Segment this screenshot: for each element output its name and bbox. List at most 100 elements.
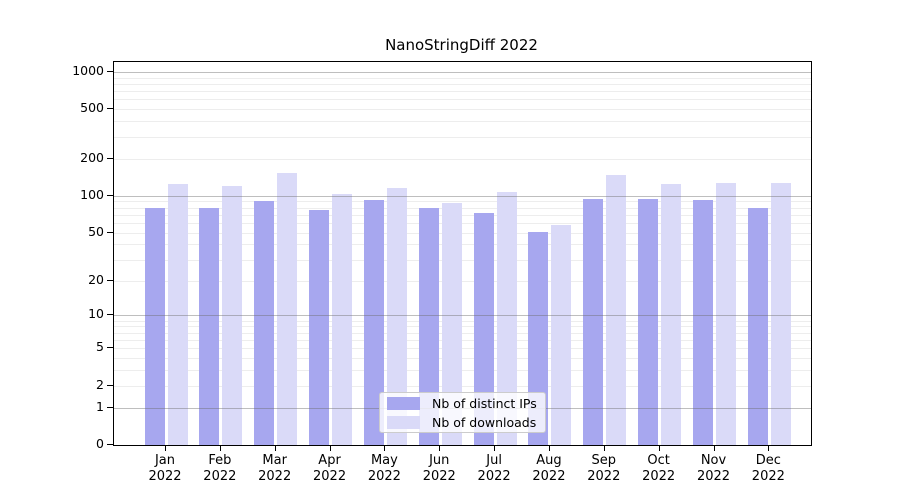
bar-downloads-dec bbox=[770, 182, 791, 445]
x-tick-label: Nov 2022 bbox=[684, 453, 744, 485]
x-tick-month: Sep bbox=[591, 453, 617, 468]
gridline-major bbox=[114, 195, 811, 197]
x-tick-mark bbox=[439, 446, 441, 451]
bar-distinct-ips-oct bbox=[638, 199, 659, 445]
legend-swatch-downloads bbox=[387, 415, 420, 429]
x-tick-label: Jan 2022 bbox=[135, 453, 195, 485]
x-tick-mark bbox=[658, 446, 660, 451]
y-tick-label: 100 bbox=[80, 186, 104, 202]
x-tick-year: 2022 bbox=[203, 469, 237, 484]
legend-item-distinct-ips: Nb of distinct IPs bbox=[387, 396, 539, 410]
gridline-minor bbox=[114, 358, 811, 360]
gridline-minor bbox=[114, 348, 811, 350]
bar-downloads-sep bbox=[606, 175, 627, 445]
gridline-minor bbox=[114, 83, 811, 85]
x-tick-year: 2022 bbox=[367, 469, 401, 484]
legend-item-downloads: Nb of downloads bbox=[387, 414, 539, 430]
bar-distinct-ips-mar bbox=[254, 200, 275, 445]
x-tick-label: Apr 2022 bbox=[300, 453, 360, 485]
gridline-minor bbox=[114, 201, 811, 203]
x-tick-year: 2022 bbox=[696, 469, 731, 484]
x-tick-mark bbox=[274, 446, 276, 451]
gridline-minor bbox=[114, 370, 811, 372]
x-tick-mark bbox=[384, 446, 386, 451]
x-tick-month: Dec bbox=[755, 453, 781, 468]
gridline-minor bbox=[114, 99, 811, 101]
gridline-minor bbox=[114, 136, 811, 138]
y-tick-label: 2 bbox=[96, 376, 104, 392]
y-tick-mark bbox=[107, 70, 113, 72]
x-tick-month: Mar bbox=[262, 453, 287, 468]
y-tick-label: 200 bbox=[80, 149, 104, 165]
y-tick-label: 500 bbox=[80, 100, 104, 116]
x-tick-label: Mar 2022 bbox=[245, 453, 305, 485]
bar-downloads-mar bbox=[277, 173, 298, 445]
x-tick-label: Sep 2022 bbox=[574, 453, 634, 485]
gridline-minor bbox=[114, 259, 811, 261]
x-tick-year: 2022 bbox=[642, 469, 676, 484]
bar-downloads-apr bbox=[332, 194, 353, 445]
bar-downloads-may bbox=[386, 187, 407, 445]
gridline-minor bbox=[114, 109, 811, 111]
x-tick-month: Aug bbox=[536, 453, 562, 468]
x-tick-mark bbox=[219, 446, 221, 451]
y-tick-mark bbox=[107, 157, 113, 159]
x-tick-label: Aug 2022 bbox=[519, 453, 579, 485]
x-tick-year: 2022 bbox=[477, 469, 511, 484]
bar-downloads-jan bbox=[167, 183, 188, 445]
gridline-minor bbox=[114, 214, 811, 216]
x-tick-mark bbox=[165, 446, 166, 451]
x-tick-mark bbox=[548, 446, 550, 451]
y-tick-mark bbox=[107, 347, 113, 349]
chart-title: NanoStringDiff 2022 bbox=[385, 36, 538, 54]
y-tick-mark bbox=[107, 406, 113, 408]
legend-swatch-distinct-ips bbox=[387, 396, 420, 410]
gridline-major bbox=[114, 71, 811, 73]
gridline-minor bbox=[114, 339, 811, 341]
gridline-minor bbox=[114, 121, 811, 123]
y-tick-mark bbox=[107, 194, 113, 196]
x-tick-month: Jan bbox=[154, 453, 176, 468]
y-tick-label: 20 bbox=[88, 271, 104, 287]
bar-distinct-ips-jun bbox=[418, 208, 439, 445]
bar-distinct-ips-may bbox=[363, 199, 384, 445]
x-tick-label: May 2022 bbox=[354, 453, 414, 485]
x-tick-month: Jun bbox=[429, 453, 450, 468]
gridline-major bbox=[114, 315, 811, 317]
y-tick-label: 5 bbox=[96, 339, 104, 355]
x-tick-year: 2022 bbox=[258, 469, 292, 484]
x-tick-label: Dec 2022 bbox=[738, 453, 798, 485]
bar-distinct-ips-dec bbox=[747, 207, 768, 445]
x-tick-mark bbox=[603, 446, 605, 451]
bar-downloads-aug bbox=[551, 224, 572, 445]
bar-downloads-jul bbox=[496, 192, 517, 445]
bar-downloads-oct bbox=[661, 183, 682, 445]
plot-area: Nb of distinct IPs Nb of downloads bbox=[113, 61, 812, 446]
bar-downloads-jun bbox=[441, 202, 462, 445]
gridline-minor bbox=[114, 280, 811, 282]
y-tick-mark bbox=[107, 384, 113, 386]
x-tick-label: Jul 2022 bbox=[464, 453, 524, 485]
bar-distinct-ips-jul bbox=[473, 212, 494, 445]
gridline-minor bbox=[114, 326, 811, 328]
bar-distinct-ips-nov bbox=[693, 199, 713, 445]
bar-distinct-ips-apr bbox=[309, 209, 330, 445]
x-tick-label: Feb 2022 bbox=[190, 453, 250, 485]
y-tick-mark bbox=[107, 279, 113, 281]
x-tick-year: 2022 bbox=[422, 469, 456, 484]
y-tick-label: 0 bbox=[96, 436, 104, 451]
x-tick-month: Apr bbox=[318, 453, 341, 468]
gridline-minor bbox=[114, 332, 811, 334]
gridline-minor bbox=[114, 385, 811, 387]
legend: Nb of distinct IPs Nb of downloads bbox=[379, 392, 546, 433]
gridline-minor bbox=[114, 320, 811, 322]
x-tick-label: Jun 2022 bbox=[409, 453, 469, 485]
legend-label-downloads: Nb of downloads bbox=[432, 414, 537, 430]
gridline-minor bbox=[114, 207, 811, 209]
bar-distinct-ips-sep bbox=[583, 199, 604, 445]
gridline-minor bbox=[114, 77, 811, 79]
x-tick-month: Feb bbox=[208, 453, 232, 468]
bar-distinct-ips-feb bbox=[199, 207, 220, 445]
gridline-minor bbox=[114, 232, 811, 234]
x-tick-label: Oct 2022 bbox=[629, 453, 689, 485]
